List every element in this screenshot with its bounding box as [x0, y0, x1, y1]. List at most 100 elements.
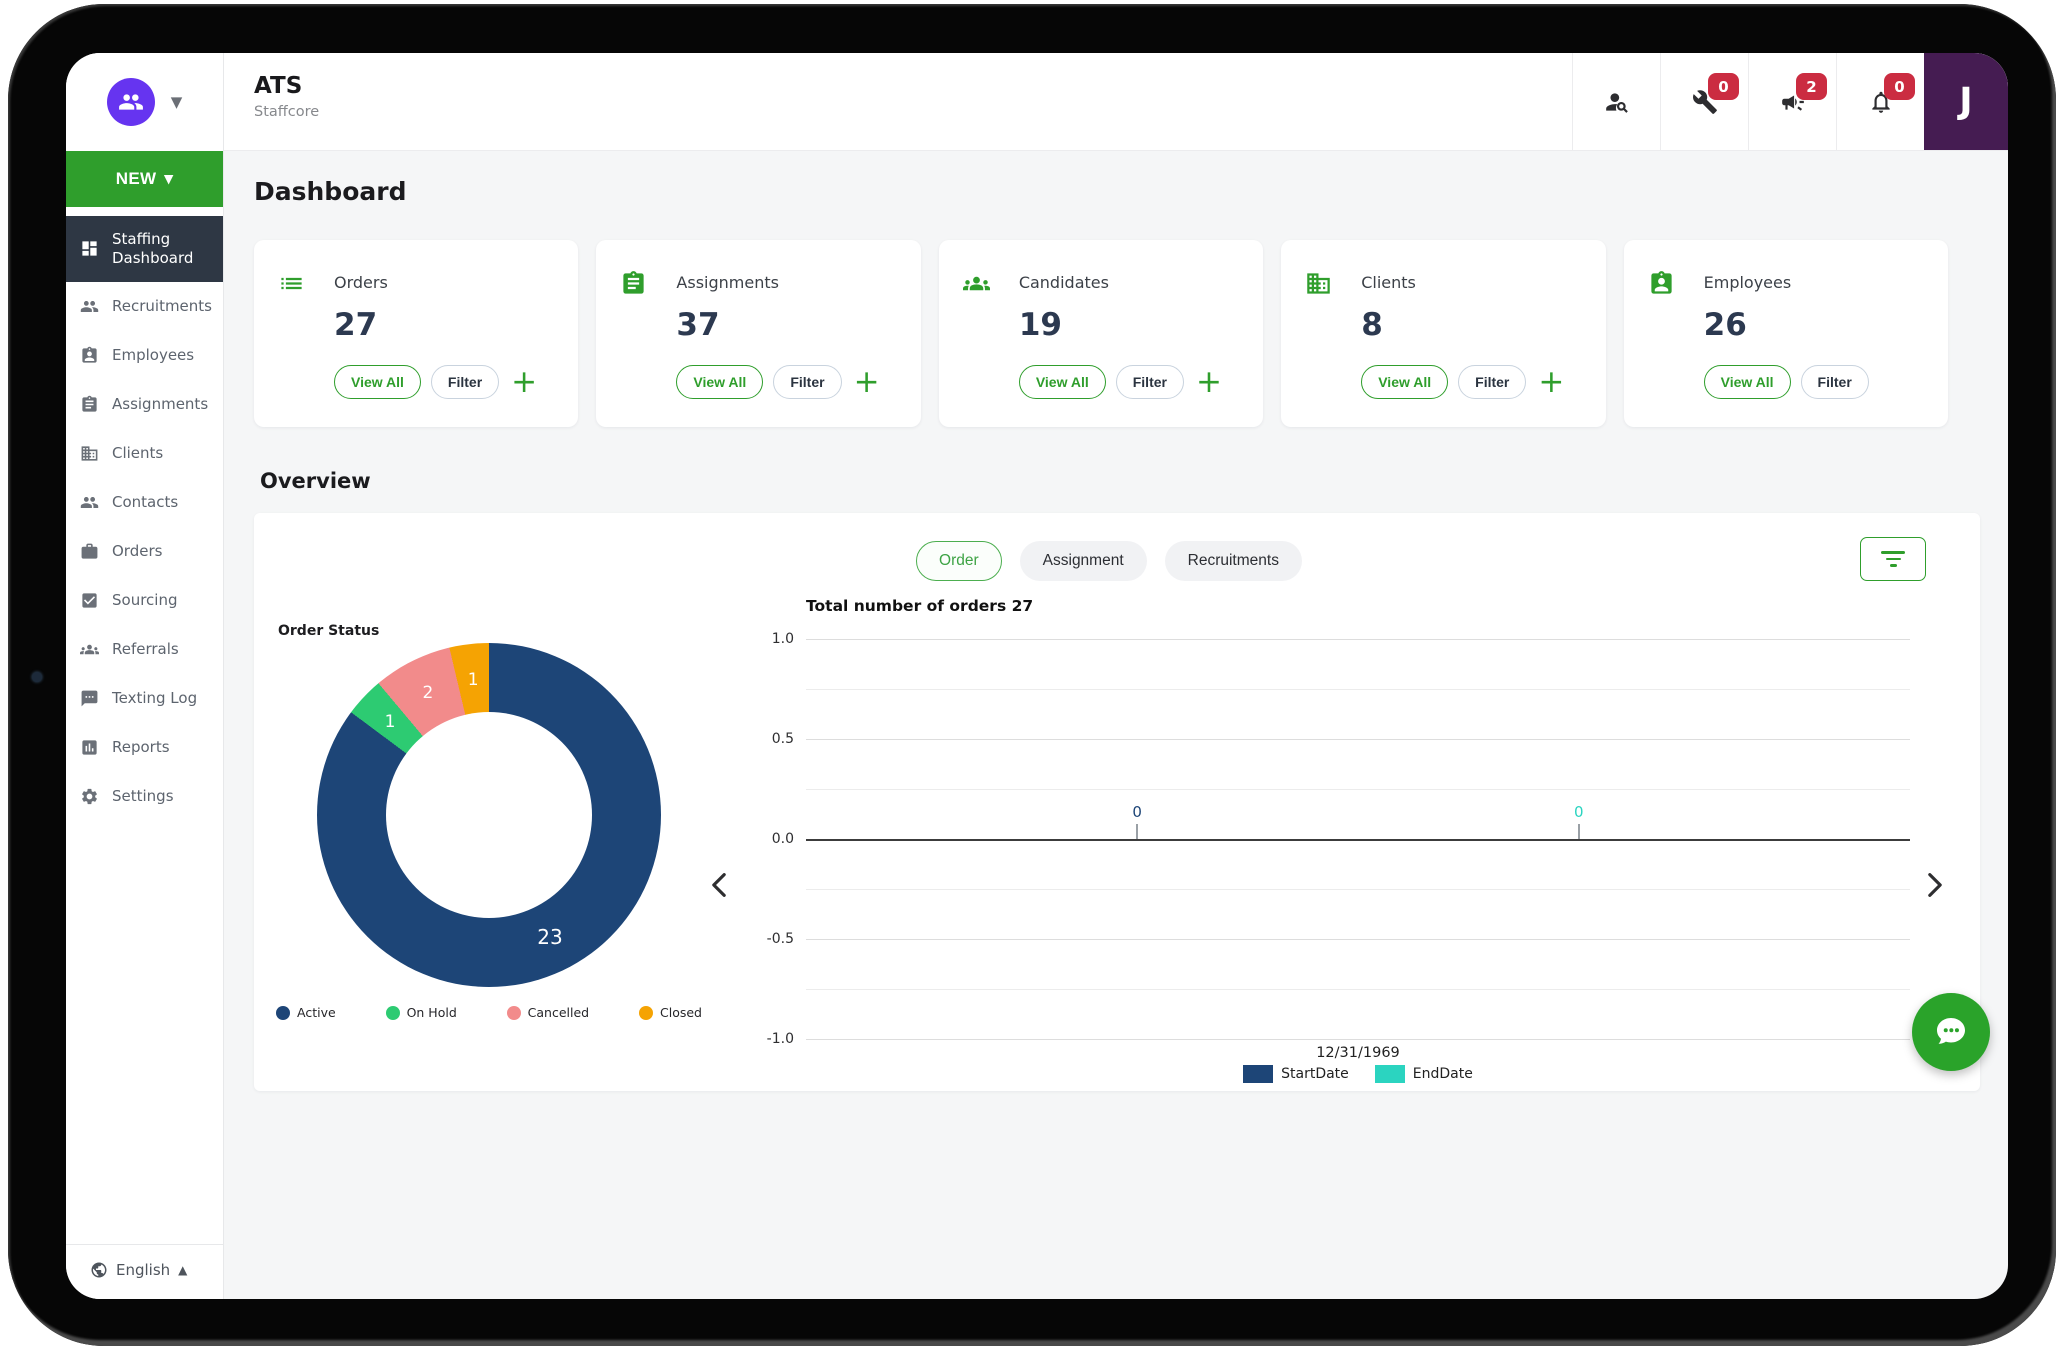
- sidebar-item-referrals[interactable]: Referrals: [66, 625, 223, 674]
- view-all-button[interactable]: View All: [1361, 365, 1449, 399]
- sidebar-item-recruitments[interactable]: Recruitments: [66, 282, 223, 331]
- add-button[interactable]: +: [511, 364, 538, 400]
- legend-item: On Hold: [385, 1005, 457, 1020]
- sidebar-item-settings[interactable]: Settings: [66, 772, 223, 821]
- tools-icon: [1692, 89, 1717, 114]
- view-all-button[interactable]: View All: [1703, 365, 1791, 399]
- announcements-button[interactable]: 2: [1748, 53, 1836, 150]
- sidebar-item-orders[interactable]: Orders: [66, 527, 223, 576]
- tab-recruitments[interactable]: Recruitments: [1164, 541, 1302, 581]
- chart-filter-button[interactable]: [1860, 537, 1926, 581]
- data-point-tick: [1136, 824, 1139, 839]
- chevron-right-button[interactable]: [1920, 864, 1950, 910]
- donut-legend: Active On Hold Cancelled Closed: [276, 1005, 702, 1034]
- add-button[interactable]: +: [853, 364, 880, 400]
- legend-item: EndDate: [1374, 1065, 1473, 1083]
- clipboard-icon: [82, 395, 97, 412]
- briefcase-icon: [81, 543, 98, 559]
- notifications-button[interactable]: 0: [1836, 53, 1924, 150]
- filter-button[interactable]: Filter: [1115, 365, 1184, 399]
- filter-icon: [1881, 551, 1905, 554]
- sidebar-item-label: Employees: [112, 346, 195, 364]
- people-icon: [80, 496, 99, 508]
- chat-fab-button[interactable]: [1912, 993, 1990, 1071]
- legend-swatch: [1243, 1065, 1274, 1083]
- tab-order[interactable]: Order: [916, 541, 1002, 581]
- sidebar-item-reports[interactable]: Reports: [66, 723, 223, 772]
- app-title: ATS: [254, 73, 303, 99]
- view-all-button[interactable]: View All: [1018, 365, 1106, 399]
- sidebar-item-label: Clients: [112, 444, 164, 462]
- filter-button[interactable]: Filter: [1800, 365, 1869, 399]
- stat-label: Clients: [1361, 273, 1416, 292]
- legend-item: StartDate: [1243, 1065, 1349, 1083]
- filter-button[interactable]: Filter: [773, 365, 842, 399]
- sidebar-item-label: Sourcing: [112, 591, 178, 609]
- zero-axis-line: [806, 839, 1910, 841]
- gridline: [806, 939, 1910, 940]
- sidebar: ▼ NEW ▾ Staffing Dashboard Recruitments …: [66, 53, 224, 1299]
- view-all-button[interactable]: View All: [676, 365, 764, 399]
- user-avatar[interactable]: J: [1924, 53, 2008, 150]
- y-axis-tick-label: 0.0: [771, 831, 794, 847]
- language-selector[interactable]: English ▲: [66, 1244, 223, 1299]
- filter-button[interactable]: Filter: [430, 365, 500, 399]
- legend-item: Active: [276, 1005, 336, 1020]
- donut-chart-title: Order Status: [278, 623, 380, 639]
- chevron-left-button[interactable]: [704, 864, 734, 910]
- person-search-icon: [1605, 92, 1628, 113]
- chevron-up-icon: ▲: [178, 1263, 188, 1277]
- sidebar-item-staffing-dashboard[interactable]: Staffing Dashboard: [66, 216, 223, 282]
- tablet-frame: ▼ NEW ▾ Staffing Dashboard Recruitments …: [8, 4, 2056, 1346]
- stats-row: Orders 27 View All Filter + Assignments …: [254, 240, 1949, 427]
- gridline: [806, 789, 1910, 790]
- gridline: [806, 639, 1910, 640]
- bar-chart-title: Total number of orders 27: [806, 597, 1034, 615]
- people-icon: [80, 300, 99, 312]
- legend-dot: [385, 1005, 400, 1020]
- stat-value: 37: [676, 307, 720, 343]
- sidebar-item-label: Recruitments: [112, 297, 212, 315]
- app-subtitle: Staffcore: [254, 104, 320, 120]
- new-button[interactable]: NEW ▾: [66, 151, 223, 207]
- sidebar-item-sourcing[interactable]: Sourcing: [66, 576, 223, 625]
- tools-button[interactable]: 0: [1660, 53, 1748, 150]
- list-icon: [278, 270, 334, 301]
- donut-value-label: 2: [422, 683, 434, 704]
- view-all-button[interactable]: View All: [334, 365, 421, 399]
- stat-label: Assignments: [676, 273, 779, 292]
- add-button[interactable]: +: [1195, 364, 1222, 400]
- sidebar-item-employees[interactable]: Employees: [66, 331, 223, 380]
- stat-label: Employees: [1703, 273, 1792, 292]
- people-search-button[interactable]: [1572, 53, 1660, 150]
- y-axis-tick-label: -1.0: [766, 1031, 794, 1047]
- sidebar-item-assignments[interactable]: Assignments: [66, 380, 223, 429]
- filter-button[interactable]: Filter: [1458, 365, 1527, 399]
- stat-value: 27: [334, 307, 378, 343]
- donut-chart: 23 1 2 1: [317, 643, 661, 987]
- legend-item: Cancelled: [506, 1005, 589, 1020]
- sidebar-item-label: Referrals: [112, 640, 179, 658]
- new-button-label: NEW: [115, 169, 157, 188]
- sidebar-item-clients[interactable]: Clients: [66, 429, 223, 478]
- gridline: [806, 889, 1910, 890]
- bar-chart-block: Total number of orders 27 1.0 0.5 0.0 -0.5 -…: [734, 597, 1920, 1087]
- add-button[interactable]: +: [1538, 364, 1565, 400]
- sidebar-item-label: Assignments: [112, 395, 209, 413]
- gear-icon: [82, 788, 97, 804]
- bar-chart-plot: 1.0 0.5 0.0 -0.5 -1.0 0 0: [767, 631, 1910, 1047]
- notifications-badge: 0: [1884, 73, 1915, 100]
- badge-icon: [1648, 270, 1704, 301]
- data-point-value: 0: [1574, 803, 1584, 821]
- legend-dot: [639, 1005, 653, 1020]
- legend-dot: [276, 1005, 290, 1020]
- account-switcher[interactable]: ▼: [66, 53, 223, 151]
- sidebar-item-contacts[interactable]: Contacts: [66, 478, 223, 527]
- overview-card: Order Assignment Recruitments Order Stat…: [254, 513, 1980, 1091]
- clipboard-icon: [620, 270, 676, 301]
- stat-card-employees: Employees 26 View All Filter: [1623, 240, 1949, 427]
- tab-assignment[interactable]: Assignment: [1019, 541, 1147, 581]
- people-icon: [118, 94, 143, 110]
- stat-label: Orders: [334, 273, 388, 292]
- sidebar-item-texting-log[interactable]: Texting Log: [66, 674, 223, 723]
